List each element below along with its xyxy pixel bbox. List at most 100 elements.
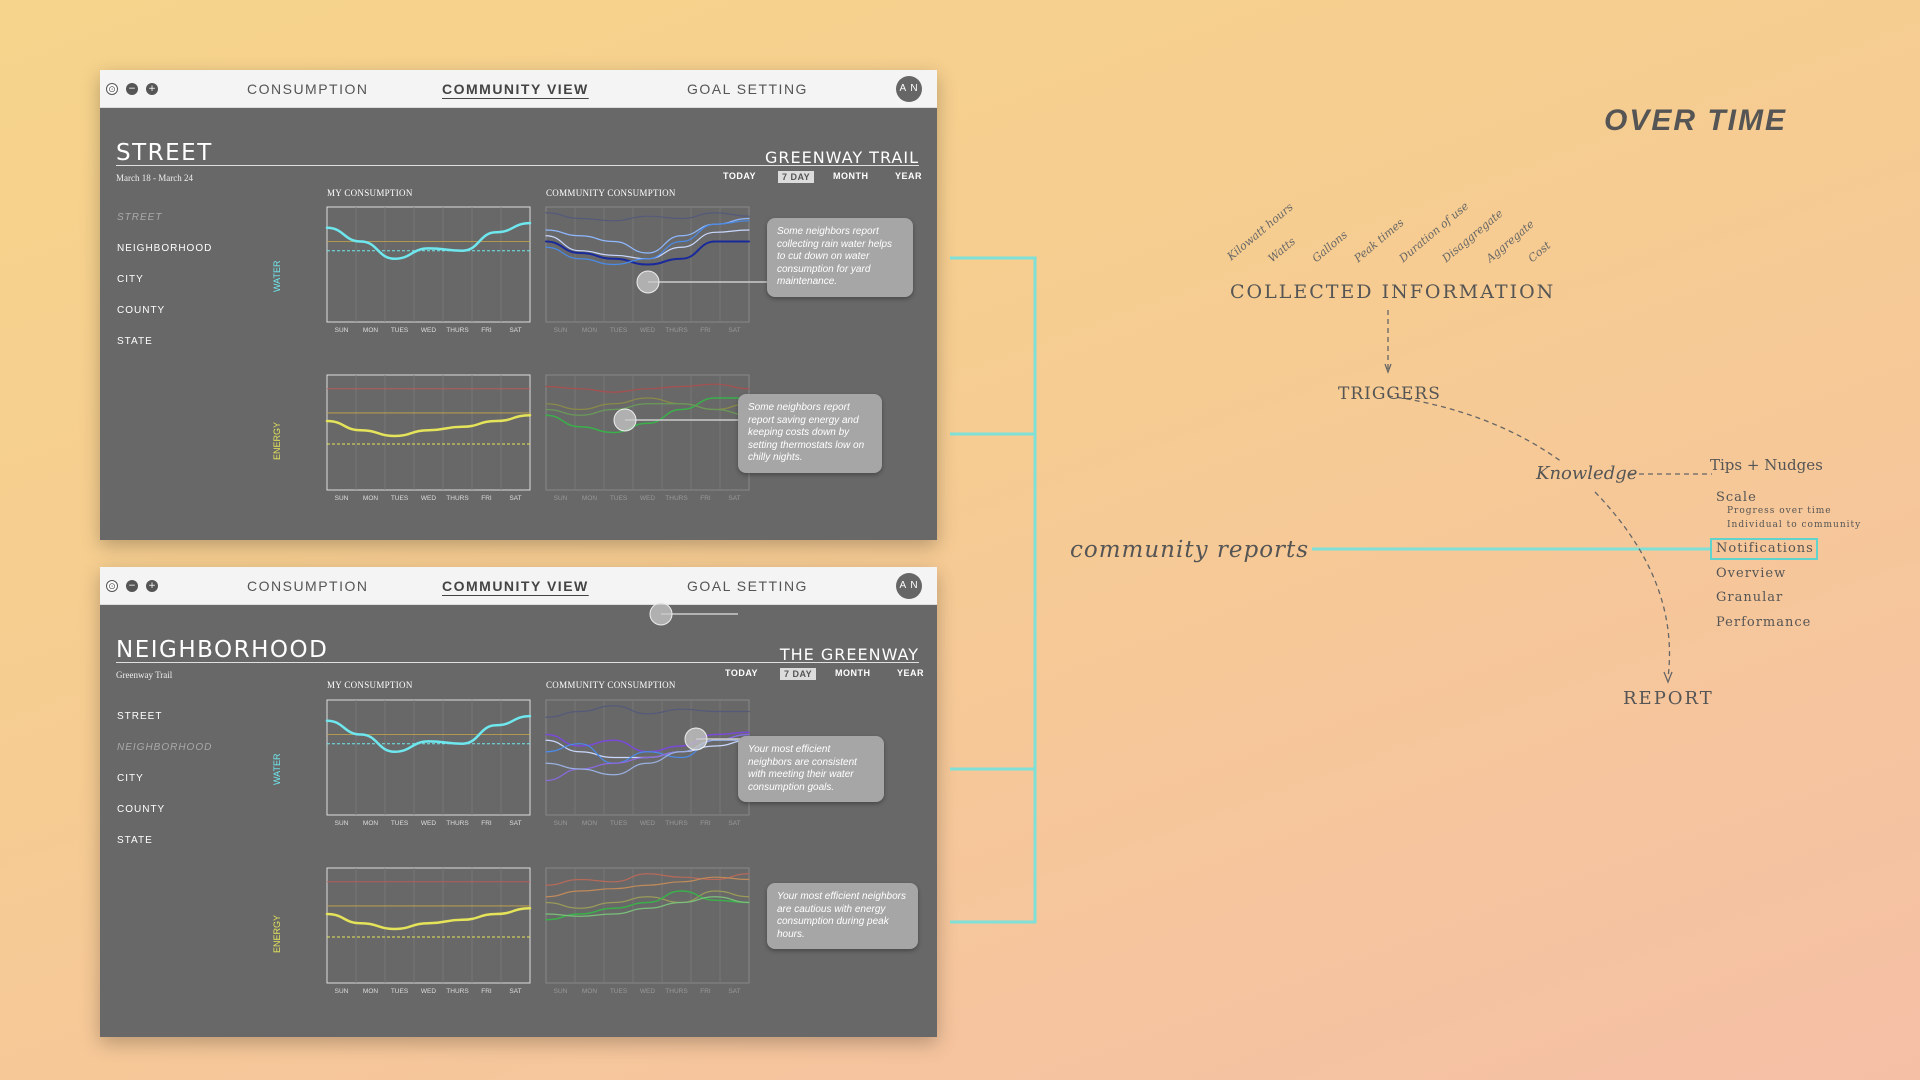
community-energy-series [545, 403, 750, 416]
range-month[interactable]: MONTH [833, 171, 869, 181]
nav-street[interactable]: STREET [117, 212, 163, 223]
avatar[interactable]: A N [896, 76, 922, 102]
community-energy-series [545, 876, 750, 898]
neighborhood-panel: ⊙ − + CONSUMPTION COMMUNITY VIEW GOAL SE… [100, 567, 937, 1037]
my-energy-day-label: TUES [391, 988, 409, 995]
nav-city[interactable]: CITY [117, 773, 144, 784]
tip-water-neighborhood: Your most efficient neighbors are consis… [738, 736, 884, 803]
community-energy-day-label: SAT [728, 495, 740, 502]
community-water-day-label: MON [582, 820, 597, 827]
community-water-day-label: TUES [610, 327, 628, 334]
parent-area: Greenway Trail [116, 670, 173, 680]
my-water-day-label: SAT [509, 820, 521, 827]
range-today[interactable]: TODAY [725, 668, 759, 678]
tab-consumption[interactable]: CONSUMPTION [247, 578, 369, 594]
street-panel: ⊙ − + CONSUMPTION COMMUNITY VIEW GOAL SE… [100, 70, 937, 540]
my-water-frame [326, 206, 531, 323]
my-water-day-label: MON [363, 327, 378, 334]
community-energy-day-label: FRI [700, 495, 711, 502]
my-energy-day-label: MON [363, 988, 378, 995]
community-energy-day-label: THURS [665, 988, 688, 995]
maximize-icon[interactable]: + [146, 580, 158, 592]
scale-individual-label: Individual to community [1727, 520, 1862, 530]
my-energy-frame [326, 867, 531, 984]
panel-bracket [950, 256, 1712, 924]
community-energy-day-label: SAT [728, 988, 740, 995]
tip-water-street: Some neighbors report collecting rain wa… [767, 218, 913, 297]
tip-energy-street: Some neighbors report report saving ener… [738, 394, 882, 473]
community-energy-day-label: SUN [554, 495, 568, 502]
community-consumption-label: COMMUNITY CONSUMPTION [546, 188, 676, 198]
community-water-day-label: TUES [610, 820, 628, 827]
my-water-day-label: WED [421, 327, 436, 334]
my-energy-day-label: WED [421, 988, 436, 995]
nav-state[interactable]: STATE [117, 835, 153, 846]
maximize-icon[interactable]: + [146, 83, 158, 95]
tab-community-view[interactable]: COMMUNITY VIEW [442, 578, 589, 594]
tab-community-view[interactable]: COMMUNITY VIEW [442, 81, 589, 97]
minimize-icon[interactable]: − [126, 83, 138, 95]
community-reports-label: community reports [1070, 537, 1310, 563]
my-energy-day-label: FRI [481, 495, 492, 502]
nav-county[interactable]: COUNTY [117, 804, 166, 815]
my-water-day-label: TUES [391, 820, 409, 827]
range-month[interactable]: MONTH [835, 668, 871, 678]
my-water-day-label: SUN [335, 327, 349, 334]
range-today[interactable]: TODAY [723, 171, 757, 181]
tab-consumption[interactable]: CONSUMPTION [247, 81, 369, 97]
my-energy-frame [326, 374, 531, 491]
community-energy-day-label: SUN [554, 988, 568, 995]
nav-state[interactable]: STATE [117, 336, 153, 347]
location-title: THE GREENWAY [779, 645, 919, 664]
minimize-icon[interactable]: − [126, 580, 138, 592]
nav-neighborhood[interactable]: NEIGHBORHOOD [117, 243, 213, 254]
tab-goal-setting[interactable]: GOAL SETTING [687, 81, 808, 97]
tab-goal-setting[interactable]: GOAL SETTING [687, 578, 808, 594]
avatar[interactable]: A N [896, 573, 922, 599]
close-icon[interactable]: ⊙ [106, 580, 118, 592]
my-water-series [325, 714, 532, 754]
nav-city[interactable]: CITY [117, 274, 144, 285]
my-water-day-label: SUN [335, 820, 349, 827]
community-water-day-label: THURS [665, 327, 688, 334]
range-year[interactable]: YEAR [897, 668, 925, 678]
report-label: REPORT [1623, 688, 1714, 709]
range-year[interactable]: YEAR [895, 171, 923, 181]
callout-marker [636, 270, 660, 294]
community-energy-day-label: TUES [610, 495, 628, 502]
my-energy-day-label: SUN [335, 988, 349, 995]
my-water-day-label: WED [421, 820, 436, 827]
scale-label: Scale [1716, 490, 1757, 505]
granular-label: Granular [1716, 590, 1784, 605]
close-icon[interactable]: ⊙ [106, 83, 118, 95]
street-charts: SUN MON TUES WED THURS FRI SAT SUN MON TUES WED THU… [272, 206, 767, 502]
collected-information-label: COLLECTED INFORMATION [1230, 281, 1556, 303]
community-energy-day-label: MON [582, 495, 597, 502]
my-energy-day-label: SUN [335, 495, 349, 502]
triggers-label: TRIGGERS [1338, 384, 1441, 404]
community-water-series [545, 212, 750, 222]
range-7day[interactable]: 7 DAY [780, 668, 817, 680]
community-energy-series [545, 890, 750, 909]
my-water-day-label: FRI [481, 820, 492, 827]
nav-county[interactable]: COUNTY [117, 305, 166, 316]
knowledge-label: Knowledge [1536, 463, 1638, 484]
energy-row-label: ENERGY [272, 422, 282, 460]
community-energy-series [545, 896, 750, 917]
my-water-frame [326, 699, 531, 816]
community-consumption-label: COMMUNITY CONSUMPTION [546, 680, 676, 690]
my-water-series [325, 221, 532, 261]
range-7day[interactable]: 7 DAY [778, 171, 815, 183]
community-energy-day-label: WED [640, 988, 655, 995]
callout-marker [613, 408, 637, 432]
my-energy-day-label: FRI [481, 988, 492, 995]
community-energy-frame [545, 867, 750, 984]
notifications-label[interactable]: Notifications [1716, 541, 1814, 556]
my-energy-day-label: SAT [509, 495, 521, 502]
community-water-series [545, 220, 750, 266]
community-water-day-label: THURS [665, 820, 688, 827]
nav-neighborhood[interactable]: NEIGHBORHOOD [117, 742, 213, 753]
community-water-day-label: WED [640, 327, 655, 334]
nav-street[interactable]: STREET [117, 711, 163, 722]
community-water-day-label: FRI [700, 820, 711, 827]
